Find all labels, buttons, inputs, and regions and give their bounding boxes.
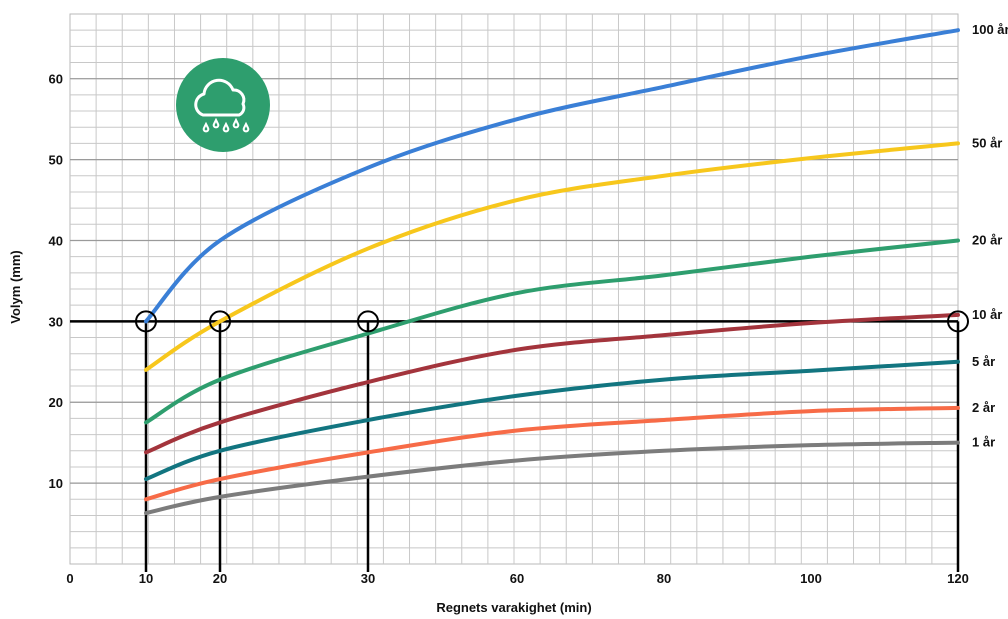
- series-line: [144, 440, 960, 516]
- series-label: 20 år: [972, 232, 1002, 247]
- y-tick-label: 30: [49, 314, 63, 329]
- series-label: 2 år: [972, 400, 995, 415]
- series-label: 1 år: [972, 435, 995, 450]
- x-tick-label: 10: [139, 571, 153, 586]
- y-tick-label: 50: [49, 153, 63, 168]
- x-tick-label: 0: [66, 571, 73, 586]
- series-line: [144, 141, 960, 372]
- x-tick-label: 20: [213, 571, 227, 586]
- series-line: [144, 28, 960, 324]
- x-axis-ticks: 0 10 20 30 60 80 100 120: [66, 571, 968, 586]
- series-line: [144, 312, 960, 455]
- y-tick-label: 10: [49, 476, 63, 491]
- intersection-marker: [947, 310, 969, 333]
- intersection-marker: [209, 310, 231, 333]
- series-line: [144, 405, 960, 502]
- y-tick-label: 40: [49, 233, 63, 248]
- rain-cloud-icon: [176, 58, 270, 152]
- x-tick-label: 80: [657, 571, 671, 586]
- x-tick-label: 30: [361, 571, 375, 586]
- y-axis-label: Volym (mm): [8, 250, 23, 323]
- series-line: [144, 238, 960, 425]
- series-lines: [144, 28, 960, 516]
- series-line: [144, 359, 960, 482]
- x-tick-label: 100: [800, 571, 822, 586]
- intersection-marker: [135, 310, 157, 333]
- x-tick-label: 120: [947, 571, 969, 586]
- series-label: 10 år: [972, 307, 1002, 322]
- reference-markers: [135, 310, 969, 333]
- series-label: 100 år: [972, 22, 1008, 37]
- intersection-marker: [357, 310, 379, 333]
- y-axis-ticks: 10 20 30 40 50 60: [49, 72, 63, 491]
- series-labels: 100 år 50 år 20 år 10 år 5 år 2 år 1 år: [972, 22, 1008, 450]
- series-label: 50 år: [972, 135, 1002, 150]
- x-tick-label: 60: [510, 571, 524, 586]
- y-tick-label: 60: [49, 72, 63, 87]
- x-axis-label: Regnets varakighet (min): [436, 600, 591, 615]
- series-label: 5 år: [972, 354, 995, 369]
- y-tick-label: 20: [49, 395, 63, 410]
